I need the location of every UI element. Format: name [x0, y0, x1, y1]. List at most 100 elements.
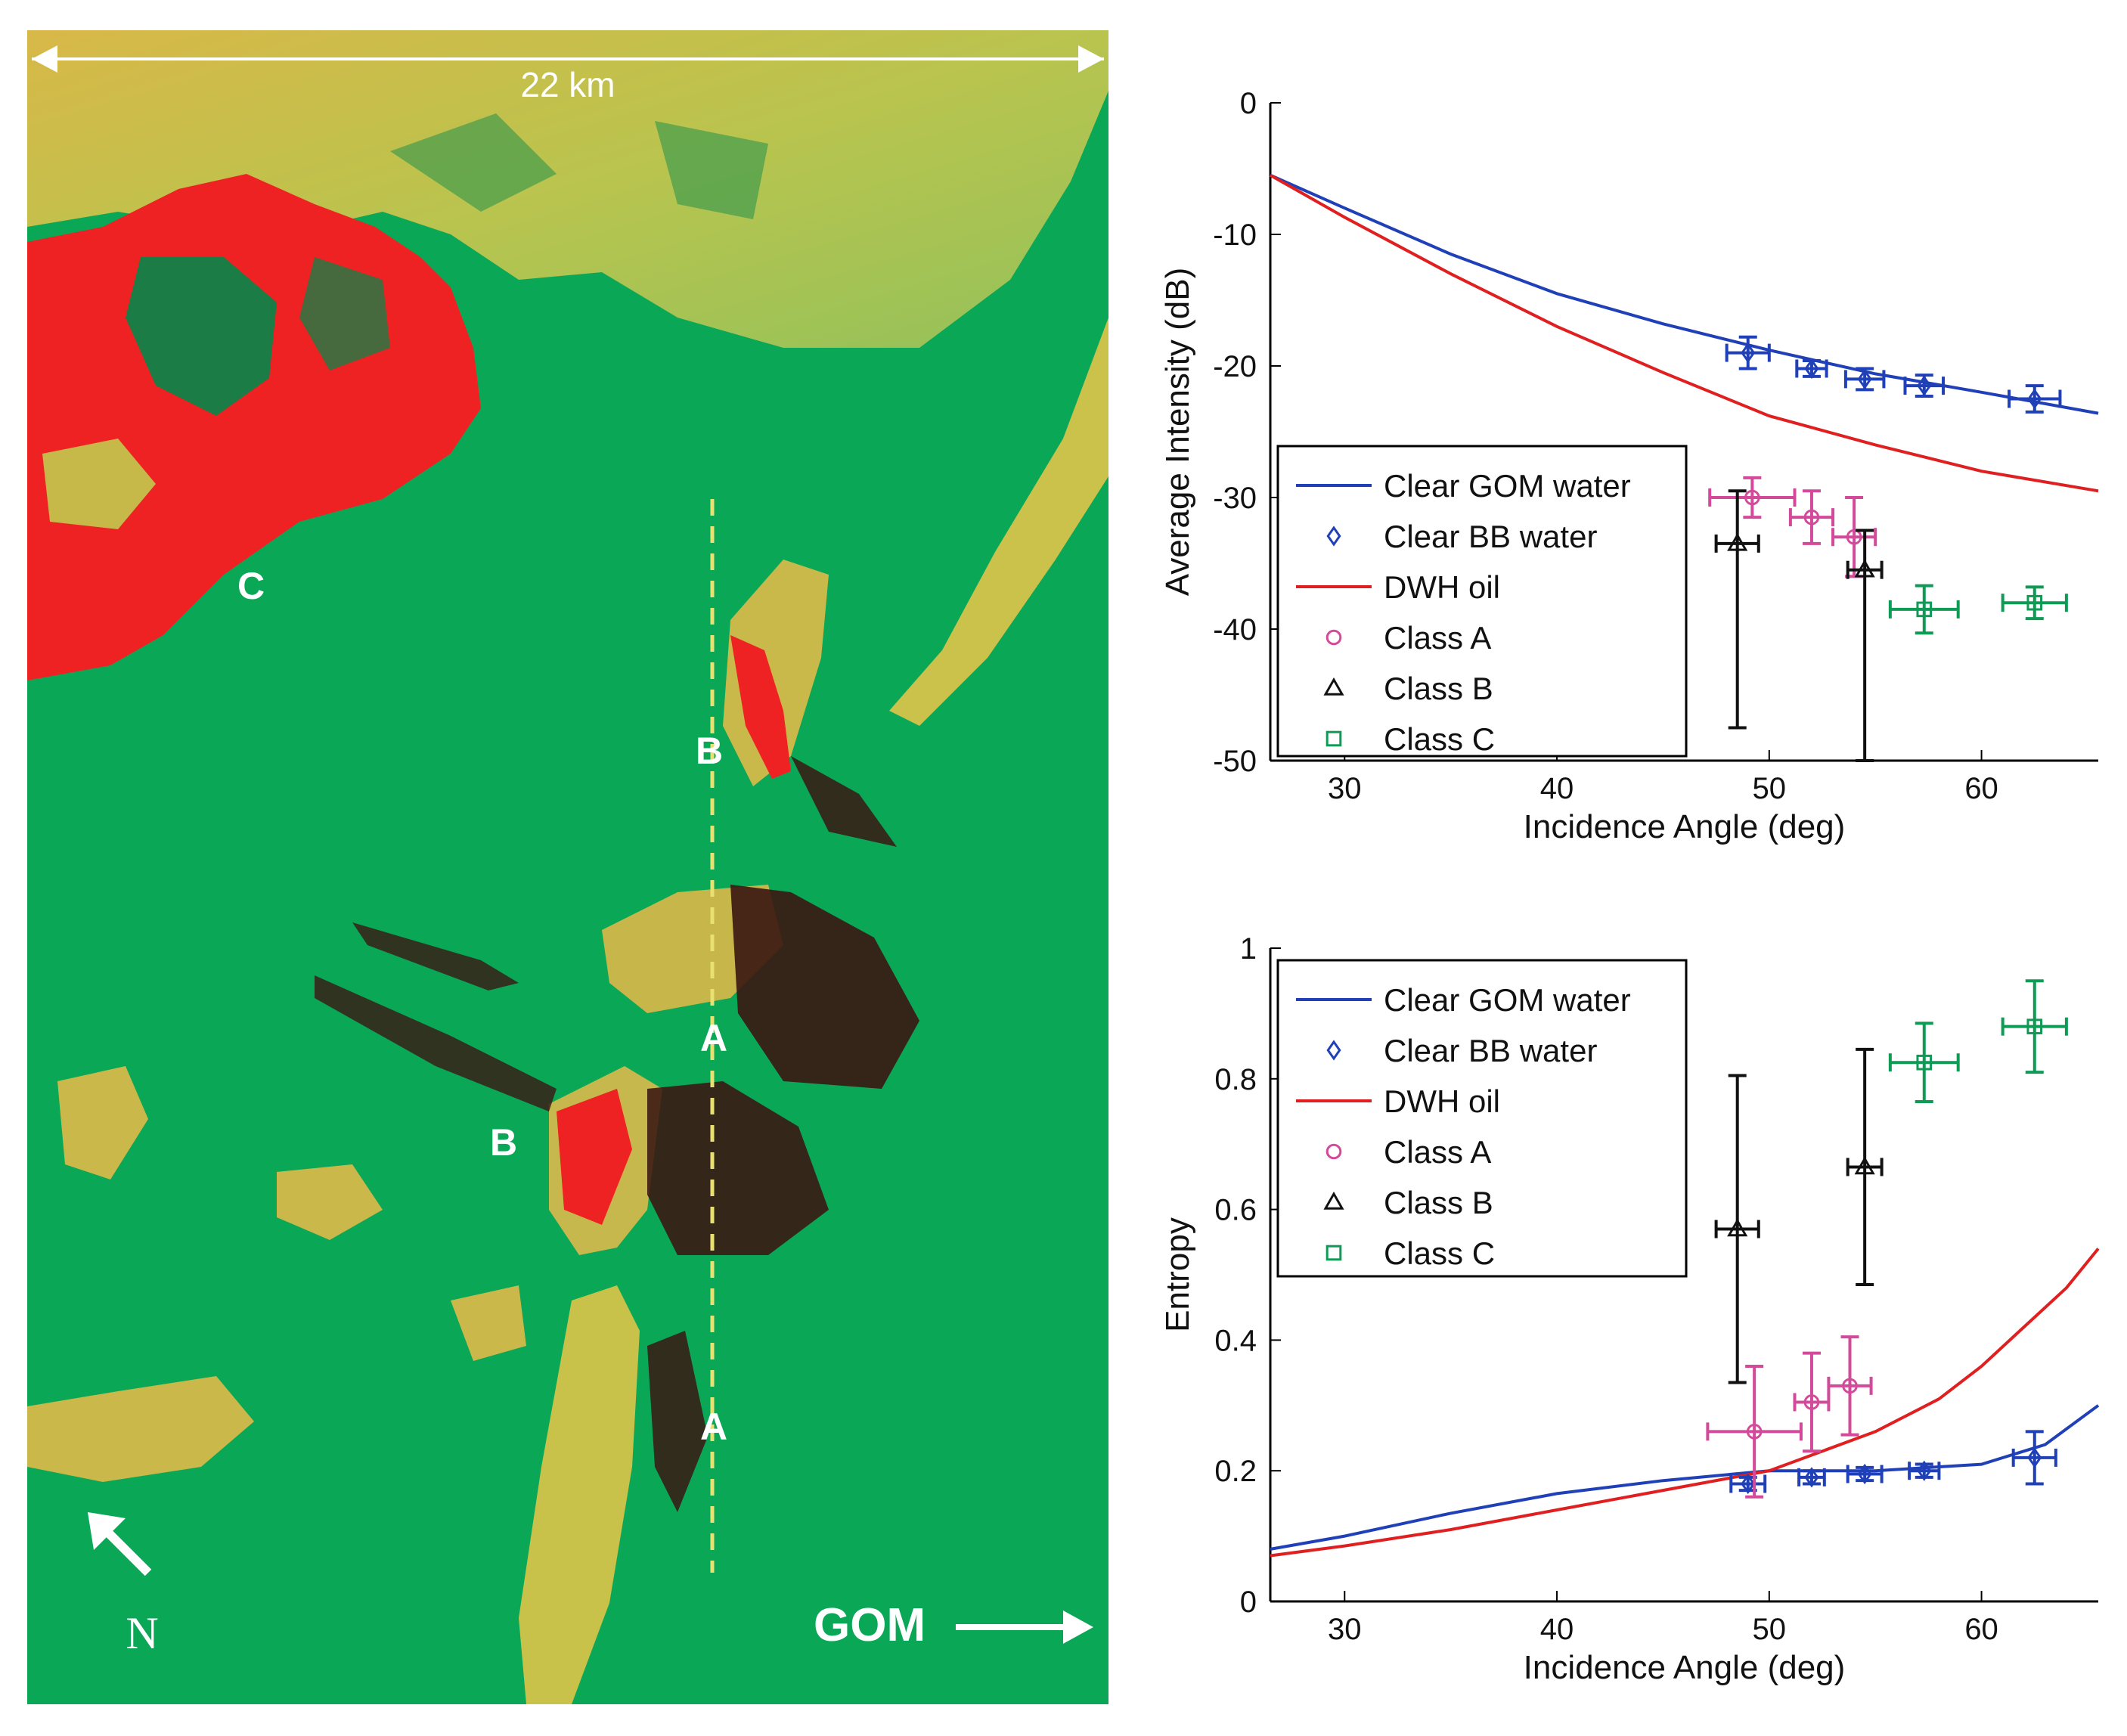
- entropy-series-class-c-marker: [1916, 1054, 1933, 1071]
- entropy-series-class-b-marker: [1727, 1218, 1748, 1237]
- intensity-y-axis-label: Average Intensity (dB): [1159, 268, 1196, 597]
- intensity-series-clear-bb-water-point: [1795, 358, 1828, 380]
- intensity-legend-class-a-marker-icon: [1325, 629, 1342, 646]
- entropy-x-axis-label: Incidence Angle (deg): [1524, 1649, 1846, 1686]
- entropy-chart: 30 40 50 60 0 0.2 0.4 0.6 0.8 1 Incidence Angle (d…: [1159, 932, 2100, 1686]
- entropy-series-dwh-oil: [1270, 1248, 2100, 1558]
- intensity-chart: 30 40 50 60 0 -10 -20 -30 -40 -50 Incidence Angle …: [1159, 87, 2099, 845]
- intensity-series-class-a-point: [1708, 476, 1797, 519]
- intensity-series-class-b-marker: [1727, 532, 1748, 551]
- entropy-legend-class-b-label: Class B: [1384, 1185, 1493, 1220]
- entropy-series-clear-bb-water-marker: [1804, 1467, 1819, 1488]
- intensity-legend-box: [1276, 445, 1688, 758]
- entropy-series-class-c-point: [2001, 979, 2068, 1074]
- oil-b-south: [557, 1089, 632, 1225]
- sar-classification-map: 22 km C B B A A N GOM: [27, 30, 1108, 1704]
- entropy-y-axis-label: Entropy: [1159, 1217, 1196, 1332]
- entropy-series-class-a-point: [1793, 1351, 1831, 1453]
- entropy-series-clear-bb-water-marker: [2027, 1447, 2042, 1468]
- intensity-series-clear-bb-water-point: [2008, 384, 2062, 414]
- intensity-legend-class-b-label: Class B: [1384, 671, 1493, 706]
- intensity-legend-class-c-label: Class C: [1384, 721, 1495, 757]
- entropy-series-clear-bb-water-point: [1908, 1460, 1941, 1481]
- gom-label: GOM: [814, 1599, 926, 1651]
- entropy-series-class-a-marker: [1746, 1424, 1763, 1440]
- entropy-series-class-b-marker: [1854, 1156, 1875, 1175]
- intensity-x-tick-label: 60: [1964, 772, 1998, 805]
- intensity-series-class-b-point: [1846, 529, 1884, 762]
- entropy-series-clear-bb-water-point: [2011, 1430, 2057, 1486]
- entropy-legend-clear-bb-water-marker-icon: [1326, 1040, 1341, 1061]
- island-west: [57, 1066, 148, 1180]
- island-west: [27, 1376, 254, 1482]
- region-label-a-south: A: [700, 1406, 727, 1448]
- entropy-series-class-b-point: [1714, 1074, 1760, 1384]
- intensity-series-class-c-point: [2001, 585, 2068, 621]
- entropy-series-class-a-point: [1827, 1335, 1873, 1437]
- land-patch: [655, 121, 768, 219]
- intensity-y-tick-label: -50: [1213, 745, 1257, 778]
- intensity-series-class-c-point: [1888, 584, 1960, 635]
- entropy-series-class-a-marker: [1803, 1394, 1820, 1410]
- entropy-series-clear-bb-water-marker: [1741, 1473, 1756, 1495]
- entropy-axes: 30 40 50 60 0 0.2 0.4 0.6 0.8 1 Incidence Angle (d…: [1159, 932, 2098, 1686]
- entropy-series-clear-bb-water-point: [1797, 1467, 1826, 1488]
- entropy-legend-class-b-marker-icon: [1323, 1191, 1344, 1210]
- intensity-y-tick-label: -30: [1213, 482, 1257, 515]
- intensity-series-clear-bb-water-marker: [1917, 375, 1932, 396]
- intensity-series-clear-bb-water-point: [1843, 367, 1886, 392]
- entropy-y-tick-label: 0: [1240, 1586, 1257, 1619]
- intensity-legend-class-a: Class A: [1325, 620, 1491, 656]
- entropy-legend-clear-gom-water: Clear GOM water: [1296, 982, 1631, 1018]
- entropy-legend: Clear GOM water Clear BB water DWH oil Clas…: [1276, 959, 1688, 1278]
- entropy-legend-class-a: Class A: [1325, 1134, 1491, 1170]
- intensity-y-tick-label: -40: [1213, 613, 1257, 646]
- region-label-b-south: B: [490, 1121, 517, 1164]
- oil-b-north: [730, 635, 791, 779]
- region-label-a-north: A: [700, 1017, 727, 1059]
- intensity-series-class-a-point: [1831, 496, 1877, 578]
- intensity-y-tick-label: -10: [1213, 219, 1257, 252]
- island-south: [519, 1285, 640, 1704]
- dark-slick-south: [647, 1331, 708, 1512]
- entropy-x-tick-label: 30: [1328, 1613, 1362, 1646]
- intensity-series-clear-gom-water: [1270, 173, 2099, 415]
- intensity-legend-class-c-marker-icon: [1325, 730, 1342, 747]
- entropy-legend-box: [1276, 959, 1688, 1278]
- entropy-y-tick-label: 1: [1240, 932, 1257, 966]
- intensity-series-class-b-point: [1714, 489, 1760, 730]
- entropy-legend-dwh-oil: DWH oil: [1296, 1083, 1500, 1119]
- entropy-series-class-a-point: [1706, 1364, 1803, 1499]
- intensity-legend-clear-gom-water: Clear GOM water: [1296, 468, 1631, 504]
- intensity-series-class-a-point: [1788, 489, 1835, 545]
- entropy-legend-class-c: Class C: [1325, 1235, 1495, 1271]
- region-label-b-north: B: [696, 730, 723, 772]
- intensity-series-class-a-marker: [1846, 529, 1862, 545]
- intensity-series-dwh-oil: [1270, 173, 2099, 493]
- intensity-y-tick-label: 0: [1240, 87, 1257, 120]
- land-inside-c: [126, 257, 277, 416]
- land-inside-c: [299, 257, 390, 370]
- entropy-legend-class-b: Class B: [1323, 1185, 1493, 1220]
- entropy-legend-class-a-label: Class A: [1384, 1134, 1491, 1170]
- dark-slick-a: [730, 885, 919, 1089]
- intensity-series-class-b-marker: [1854, 559, 1875, 578]
- entropy-x-tick-label: 40: [1540, 1613, 1574, 1646]
- entropy-x-tick-label: 60: [1964, 1613, 1998, 1646]
- north-label: N: [126, 1608, 158, 1658]
- entropy-legend-clear-bb-water: Clear BB water: [1326, 1033, 1597, 1068]
- intensity-series-clear-bb-water-marker: [1804, 358, 1819, 380]
- intensity-legend-class-b: Class B: [1323, 671, 1493, 706]
- intensity-series-clear-bb-water-marker: [1857, 368, 1872, 390]
- entropy-series-class-a-marker: [1842, 1378, 1858, 1394]
- entropy-series-clear-gom-water: [1270, 1404, 2100, 1551]
- intensity-legend-class-b-marker-icon: [1323, 677, 1344, 696]
- land-inside-c: [42, 439, 156, 529]
- entropy-x-tick-label: 50: [1753, 1613, 1787, 1646]
- entropy-legend-class-c-label: Class C: [1384, 1235, 1495, 1271]
- dark-slick: [791, 756, 897, 847]
- intensity-x-tick-label: 40: [1540, 772, 1574, 805]
- intensity-legend-clear-bb-water-label: Clear BB water: [1384, 519, 1597, 554]
- intensity-series-class-a-marker: [1744, 489, 1760, 506]
